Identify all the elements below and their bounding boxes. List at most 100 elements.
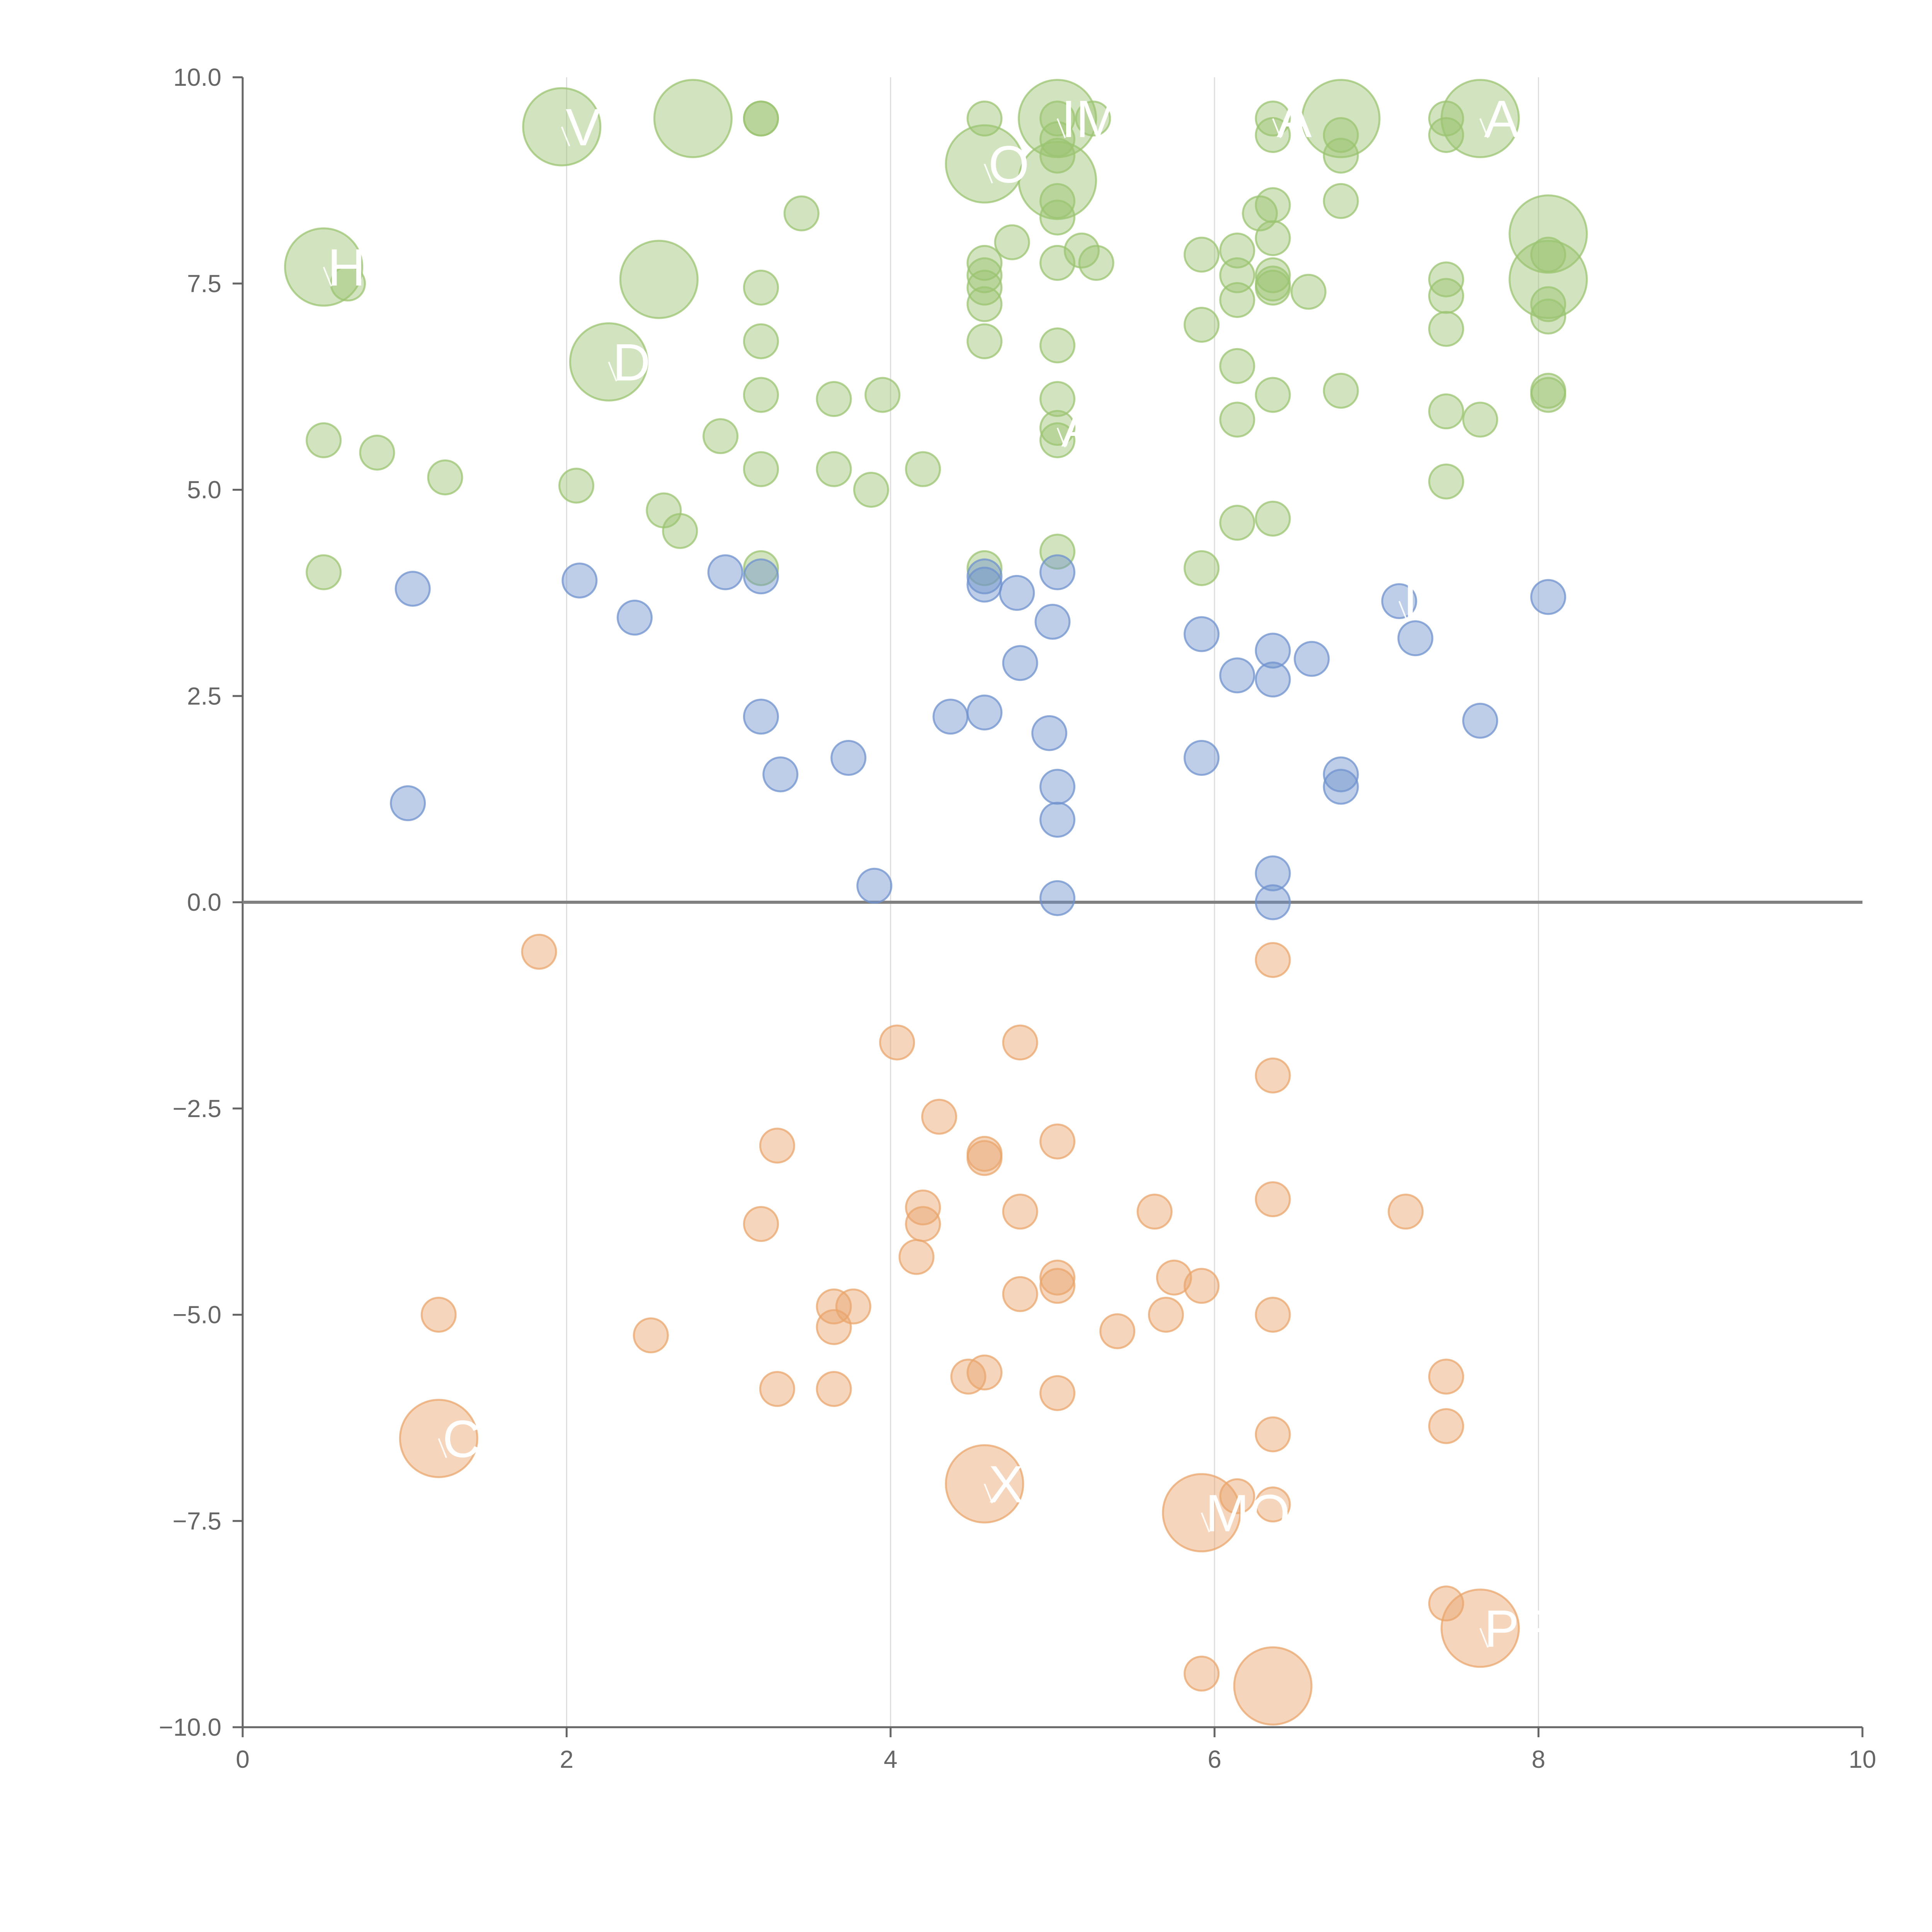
label-leader xyxy=(1056,118,1066,138)
orange-bubble xyxy=(1136,1194,1173,1230)
bubble-label: PFI xyxy=(1484,1599,1566,1658)
orange-bubble xyxy=(1255,942,1291,978)
orange-bubble xyxy=(420,1297,457,1333)
label-leader xyxy=(1272,118,1281,138)
green-bubble xyxy=(1530,236,1566,273)
orange-bubble xyxy=(905,1206,941,1242)
orange-bubble xyxy=(1039,1259,1076,1296)
green-bubble xyxy=(966,257,1003,293)
green-bubble xyxy=(1509,194,1588,274)
bubble-label: A xyxy=(1277,90,1312,148)
blue-bubble xyxy=(1462,702,1498,739)
orange-bubble xyxy=(1002,1194,1038,1230)
blue-bubble xyxy=(1184,616,1220,652)
label-leader xyxy=(608,361,617,382)
green-bubble xyxy=(1219,282,1255,318)
blue-bubble xyxy=(1002,645,1038,681)
orange-bubble xyxy=(743,1206,779,1242)
green-bubble xyxy=(1039,381,1076,417)
green-bubble xyxy=(1255,269,1291,306)
label-leader xyxy=(561,126,570,146)
green-bubble xyxy=(1184,550,1220,586)
green-bubble xyxy=(359,434,395,471)
blue-bubble xyxy=(743,699,779,735)
blue-bubble xyxy=(707,554,743,590)
orange-bubble xyxy=(1039,1375,1076,1411)
x-tick-label: 4 xyxy=(884,1745,898,1773)
blue-bubble xyxy=(1034,604,1071,640)
label-leader xyxy=(1201,1512,1210,1532)
orange-bubble xyxy=(1255,1416,1291,1452)
green-bubble xyxy=(743,550,779,586)
blue-bubble xyxy=(1323,756,1359,793)
blue-bubble xyxy=(1219,657,1255,694)
green-bubble xyxy=(966,323,1003,359)
bubble-label: VX xyxy=(566,98,636,156)
green-bubble xyxy=(1039,138,1076,174)
green-bubble xyxy=(1255,257,1291,293)
green-bubble xyxy=(662,513,698,549)
green-bubble xyxy=(1075,100,1111,137)
blue-bubble xyxy=(1039,880,1076,916)
label-leader xyxy=(323,267,332,287)
green-bubble xyxy=(1219,401,1255,438)
green-bubble xyxy=(1290,274,1327,310)
blue-bubble xyxy=(1255,662,1291,698)
green-bubble xyxy=(306,554,342,590)
orange-bubble xyxy=(966,1140,1003,1176)
green-bubble xyxy=(1428,311,1464,347)
label-leader xyxy=(984,1483,993,1503)
blue-bubble xyxy=(830,740,867,776)
x-tick-label: 6 xyxy=(1208,1745,1221,1773)
orange-bubble xyxy=(1099,1313,1136,1349)
blue-bubble xyxy=(1031,715,1068,751)
green-bubble xyxy=(558,468,595,504)
bubble-label: O xyxy=(988,135,1029,194)
green-bubble xyxy=(1078,245,1114,281)
label-leader xyxy=(1398,600,1408,621)
bubble-layer xyxy=(284,79,1588,1726)
blue-bubble xyxy=(1255,855,1291,891)
blue-bubble xyxy=(395,571,431,607)
orange-bubble xyxy=(1388,1194,1424,1230)
y-tick-label: −10.0 xyxy=(159,1713,221,1741)
orange-bubble xyxy=(1428,1408,1464,1444)
green-bubble xyxy=(1530,286,1566,322)
green-bubble xyxy=(994,224,1030,260)
bubble-label: MO xyxy=(1206,1484,1290,1543)
green-bubble xyxy=(864,377,901,413)
green-bubble xyxy=(1323,372,1359,409)
orange-bubble xyxy=(1428,1585,1464,1622)
orange-bubble xyxy=(835,1288,871,1325)
y-tick-label: −5.0 xyxy=(173,1301,221,1329)
x-tick-label: 10 xyxy=(1849,1745,1876,1773)
orange-bubble xyxy=(1184,1268,1220,1304)
blue-bubble xyxy=(762,756,799,793)
green-bubble xyxy=(783,195,820,231)
orange-bubble xyxy=(1255,1486,1291,1523)
blue-bubble xyxy=(932,699,969,735)
orange-bubble xyxy=(921,1099,957,1135)
green-bubble xyxy=(1255,500,1291,537)
green-bubble xyxy=(1428,463,1464,500)
green-bubble xyxy=(1255,220,1291,256)
orange-bubble xyxy=(1039,1268,1076,1304)
green-bubble xyxy=(743,100,779,137)
orange-bubble xyxy=(1233,1646,1313,1726)
green-bubble xyxy=(1018,141,1097,220)
blue-bubble xyxy=(1039,802,1076,838)
blue-bubble xyxy=(999,575,1035,611)
green-bubble xyxy=(743,377,779,413)
orange-bubble xyxy=(1039,1123,1076,1160)
label-leader xyxy=(984,163,993,184)
orange-bubble xyxy=(898,1239,935,1275)
y-tick-label: 2.5 xyxy=(187,682,221,710)
bubble-label: X xyxy=(988,1455,1024,1514)
green-bubble xyxy=(1219,257,1255,293)
green-bubble xyxy=(1428,393,1464,430)
y-tick-label: 5.0 xyxy=(187,476,221,504)
orange-bubble xyxy=(521,934,557,970)
green-bubble xyxy=(966,245,1003,281)
orange-bubble xyxy=(966,1354,1003,1391)
